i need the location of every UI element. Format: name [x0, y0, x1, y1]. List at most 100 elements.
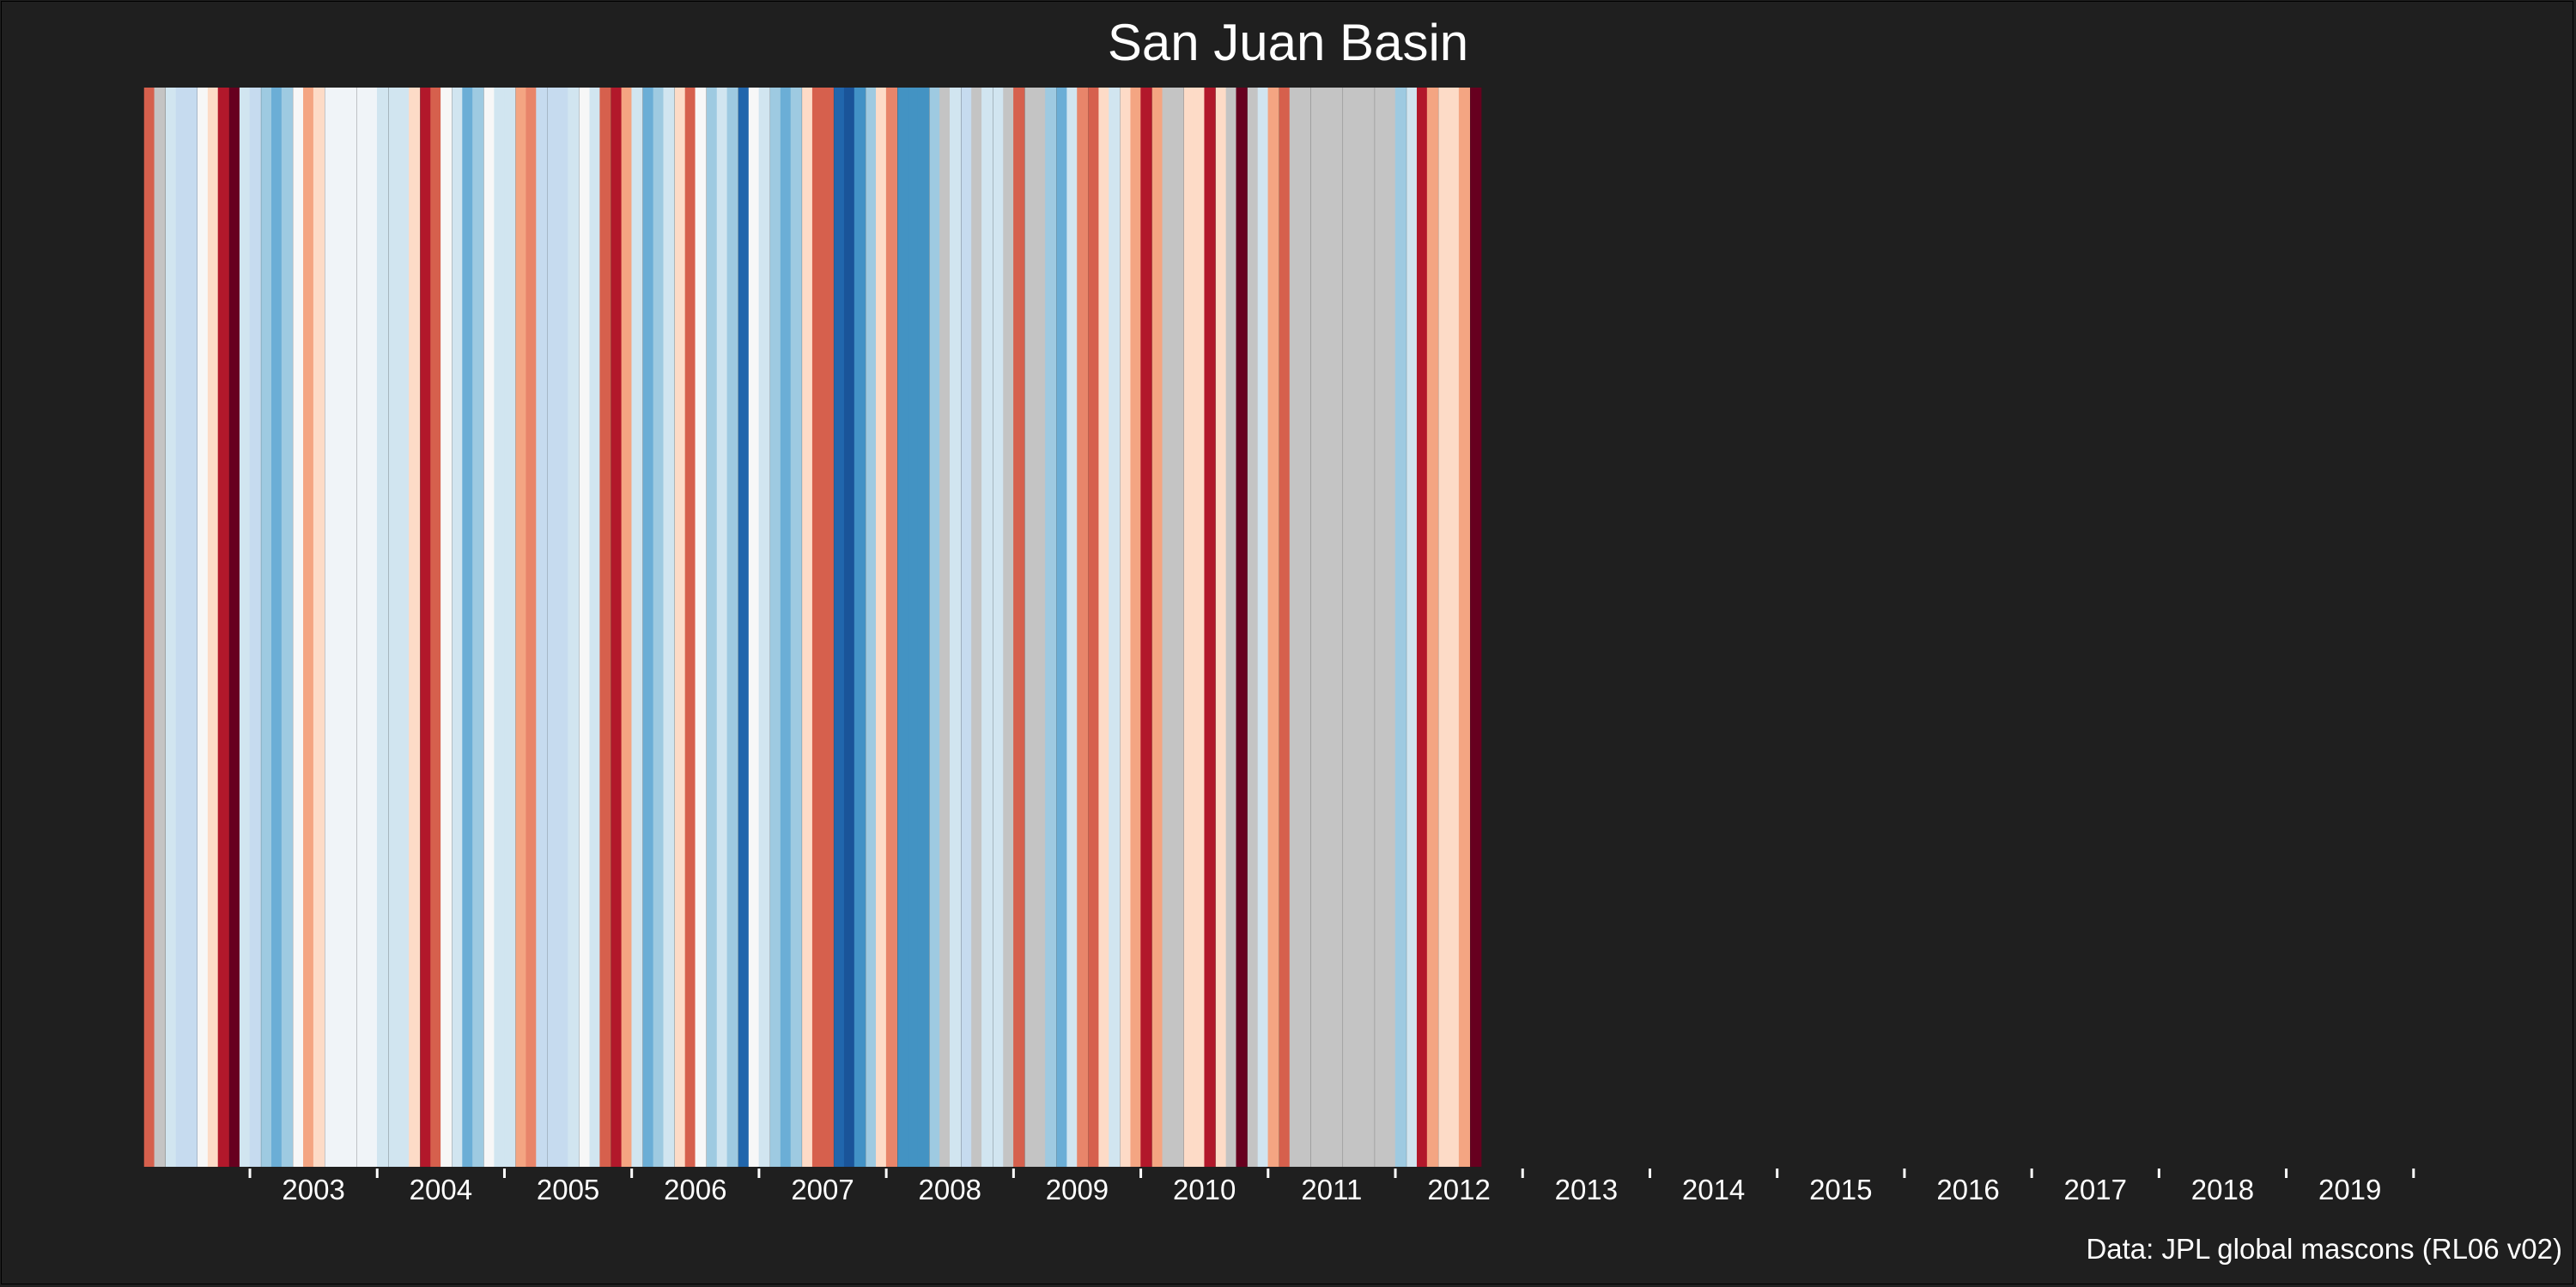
x-tick-label-2007: 2007 [791, 1174, 854, 1205]
stripe-12 [270, 88, 283, 1167]
stripe-27 [430, 88, 442, 1167]
stripe-115 [1363, 88, 1375, 1167]
stripe-73 [917, 88, 930, 1167]
stripe-43 [599, 88, 611, 1167]
stripe-10 [249, 88, 261, 1167]
stripe-72 [908, 88, 920, 1167]
stripe-70 [885, 88, 898, 1167]
stripe-99 [1194, 88, 1206, 1167]
stripe-123 [1449, 88, 1461, 1167]
stripe-104 [1247, 88, 1259, 1167]
stripe-2 [165, 88, 178, 1167]
stripe-91 [1109, 88, 1121, 1167]
x-tick-label-2013: 2013 [1555, 1174, 1618, 1205]
stripe-83 [1024, 88, 1036, 1167]
stripe-42 [589, 88, 601, 1167]
stripe-35 [515, 88, 527, 1167]
stripe-6 [207, 88, 220, 1167]
stripe-65 [834, 88, 846, 1167]
stripe-124 [1458, 88, 1471, 1167]
stripe-49 [663, 88, 675, 1167]
stripe-5 [197, 88, 210, 1167]
x-tick-label-2005: 2005 [537, 1174, 599, 1205]
stripe-19 [344, 88, 357, 1167]
stripe-26 [420, 88, 432, 1167]
stripe-71 [897, 88, 909, 1167]
stripe-48 [653, 88, 665, 1167]
stripe-75 [939, 88, 951, 1167]
x-tick-label-2011: 2011 [1301, 1174, 1362, 1205]
stripe-51 [684, 88, 696, 1167]
stripe-53 [706, 88, 719, 1167]
stripe-116 [1375, 88, 1387, 1167]
stripe-114 [1352, 88, 1365, 1167]
stripe-52 [695, 88, 707, 1167]
x-tick-label-2016: 2016 [1936, 1174, 1999, 1205]
stripes-group [143, 88, 1482, 1167]
stripe-111 [1321, 88, 1333, 1167]
stripe-25 [409, 88, 421, 1167]
stripe-11 [261, 88, 273, 1167]
stripe-44 [611, 88, 623, 1167]
stripe-50 [674, 88, 686, 1167]
stripe-79 [981, 88, 993, 1167]
stripe-94 [1140, 88, 1152, 1167]
stripe-76 [950, 88, 962, 1167]
stripe-103 [1236, 88, 1248, 1167]
stripe-62 [802, 88, 814, 1167]
stripe-121 [1426, 88, 1438, 1167]
x-tick-label-2003: 2003 [282, 1174, 344, 1205]
stripe-64 [822, 88, 834, 1167]
stripe-15 [303, 88, 315, 1167]
stripe-14 [293, 88, 305, 1167]
stripe-113 [1343, 88, 1355, 1167]
stripe-84 [1035, 88, 1047, 1167]
stripe-89 [1088, 88, 1100, 1167]
stripe-39 [557, 88, 569, 1167]
stripe-40 [568, 88, 580, 1167]
stripe-8 [229, 88, 241, 1167]
stripe-117 [1384, 88, 1397, 1167]
stripe-0 [143, 88, 155, 1167]
stripe-57 [748, 88, 760, 1167]
stripe-87 [1066, 88, 1078, 1167]
stripe-97 [1172, 88, 1184, 1167]
stripe-95 [1151, 88, 1163, 1167]
stripe-101 [1215, 88, 1227, 1167]
stripe-22 [377, 88, 389, 1167]
stripe-108 [1289, 88, 1301, 1167]
stripe-7 [217, 88, 229, 1167]
stripe-96 [1162, 88, 1174, 1167]
data-source-caption: Data: JPL global mascons (RL06 v02) [2086, 1233, 2562, 1265]
stripe-67 [854, 88, 866, 1167]
stripe-85 [1045, 88, 1057, 1167]
stripe-23 [388, 88, 400, 1167]
stripe-20 [356, 88, 368, 1167]
stripe-61 [790, 88, 802, 1167]
stripe-31 [472, 88, 484, 1167]
stripe-81 [1003, 88, 1015, 1167]
x-tick-label-2010: 2010 [1173, 1174, 1236, 1205]
x-tick-label-2019: 2019 [2318, 1174, 2381, 1205]
x-tick-label-2014: 2014 [1682, 1174, 1745, 1205]
x-tick-label-2004: 2004 [410, 1174, 472, 1205]
stripe-33 [494, 88, 506, 1167]
stripe-98 [1183, 88, 1195, 1167]
stripe-9 [239, 88, 252, 1167]
x-tick-label-2008: 2008 [919, 1174, 981, 1205]
stripe-82 [1013, 88, 1025, 1167]
stripe-63 [811, 88, 824, 1167]
stripe-100 [1204, 88, 1216, 1167]
stripe-102 [1225, 88, 1237, 1167]
stripe-74 [929, 88, 941, 1167]
stripe-36 [526, 88, 538, 1167]
x-tick-label-2018: 2018 [2191, 1174, 2254, 1205]
stripe-55 [726, 88, 738, 1167]
stripe-122 [1438, 88, 1450, 1167]
stripe-41 [579, 88, 591, 1167]
stripe-66 [843, 88, 856, 1167]
stripe-78 [971, 88, 983, 1167]
stripe-46 [631, 88, 643, 1167]
